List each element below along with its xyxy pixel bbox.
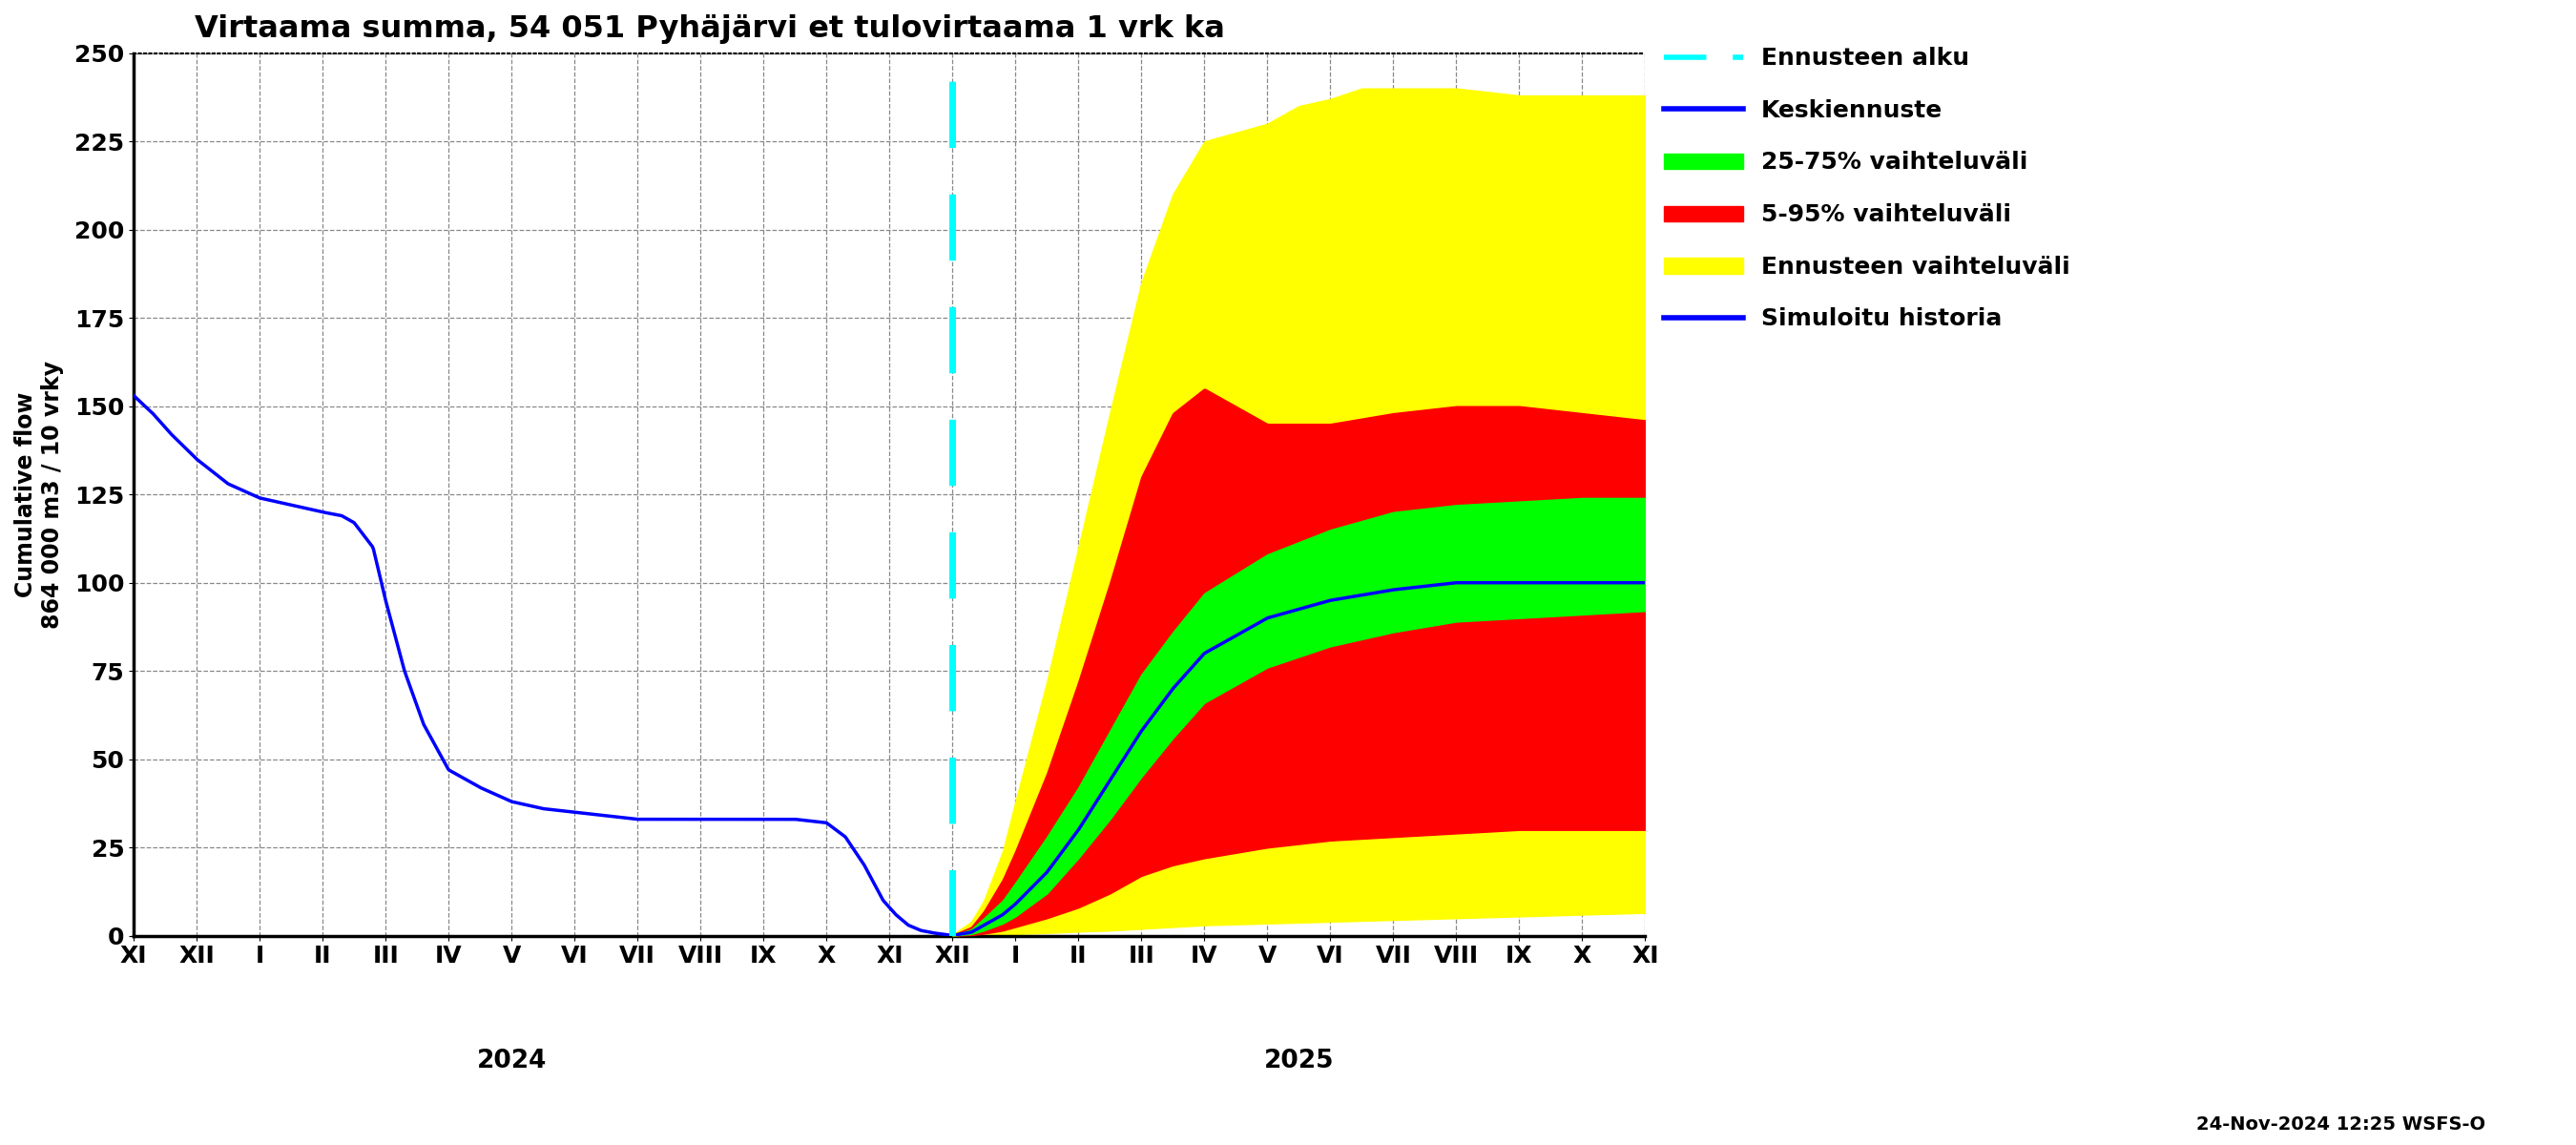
- Text: 2024: 2024: [477, 1049, 546, 1074]
- Text: 2025: 2025: [1265, 1049, 1334, 1074]
- Text: 24-Nov-2024 12:25 WSFS-O: 24-Nov-2024 12:25 WSFS-O: [2197, 1115, 2486, 1134]
- Text: Virtaama summa, 54 051 Pyhäjärvi et tulovirtaama 1 vrk ka: Virtaama summa, 54 051 Pyhäjärvi et tulo…: [193, 14, 1224, 44]
- Y-axis label: Cumulative flow
864 000 m3 / 10 vrky: Cumulative flow 864 000 m3 / 10 vrky: [15, 361, 64, 629]
- Legend: Ennusteen alku, Keskiennuste, 25-75% vaihteluväli, 5-95% vaihteluväli, Ennusteen: Ennusteen alku, Keskiennuste, 25-75% vai…: [1664, 47, 2071, 331]
